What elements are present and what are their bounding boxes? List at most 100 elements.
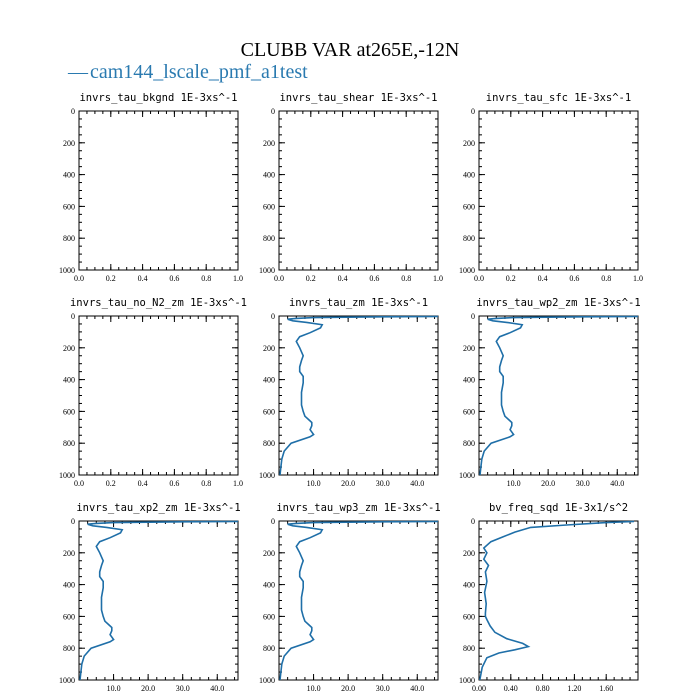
y-tick-label: 400 [263, 171, 275, 180]
panel-title: invrs_tau_wp2_zm 1E-3xs^-1 [476, 297, 640, 309]
y-tick-label: 800 [63, 234, 75, 243]
y-tick-label: 1000 [59, 676, 75, 685]
y-tick-label: 600 [463, 202, 475, 211]
y-tick-label: 1000 [59, 471, 75, 480]
series-line [279, 315, 439, 476]
x-tick-label: 0.2 [506, 274, 516, 283]
x-tick-label: 40.0 [210, 684, 224, 693]
y-tick-label: 400 [63, 171, 75, 180]
y-tick-label: 600 [63, 407, 75, 416]
y-tick-label: 0 [471, 107, 475, 116]
x-tick-label: 0.6 [169, 274, 179, 283]
x-tick-label: 0.8 [201, 479, 211, 488]
y-tick-label: 400 [63, 376, 75, 385]
y-tick-label: 200 [263, 549, 275, 558]
y-tick-label: 600 [263, 202, 275, 211]
y-tick-label: 400 [263, 376, 275, 385]
y-tick-label: 600 [463, 612, 475, 621]
x-tick-label: 1.0 [433, 274, 443, 283]
y-tick-label: 800 [63, 439, 75, 448]
y-tick-label: 800 [463, 644, 475, 653]
panel-title: invrs_tau_wp3_zm 1E-3xs^-1 [276, 502, 440, 514]
x-tick-label: 0.8 [601, 274, 611, 283]
series-line [479, 315, 639, 476]
x-tick-label: 10.0 [507, 479, 521, 488]
panel-7: invrs_tau_wp3_zm 1E-3xs^-1 10.0 20.0 30.0 40… [259, 502, 441, 693]
plot-frame [78, 110, 239, 271]
panel-title: invrs_tau_no_N2_zm 1E-3xs^-1 [70, 297, 247, 309]
x-tick-label: 0.4 [338, 274, 348, 283]
y-tick-label: 200 [63, 549, 75, 558]
x-tick-label: 0.6 [169, 479, 179, 488]
x-tick-label: 1.60 [599, 684, 613, 693]
x-tick-label: 0.40 [504, 684, 518, 693]
x-tick-label: 30.0 [576, 479, 590, 488]
y-tick-label: 1000 [259, 266, 275, 275]
legend-label: cam144_lscale_pmf_a1test [90, 61, 308, 83]
y-tick-label: 400 [463, 581, 475, 590]
panel-title: invrs_tau_sfc 1E-3xs^-1 [486, 92, 631, 104]
y-tick-label: 0 [471, 312, 475, 321]
y-tick-label: 800 [63, 644, 75, 653]
figure-title: CLUBB VAR at265E,-12N [241, 39, 460, 61]
y-tick-label: 600 [463, 407, 475, 416]
x-tick-label: 20.0 [541, 479, 555, 488]
y-tick-label: 1000 [259, 676, 275, 685]
x-tick-label: 0.0 [74, 479, 84, 488]
y-tick-label: 1000 [59, 266, 75, 275]
x-tick-label: 40.0 [410, 479, 424, 488]
y-tick-label: 400 [263, 581, 275, 590]
y-tick-label: 400 [463, 376, 475, 385]
panel-0: invrs_tau_bkgnd 1E-3xs^-1 0.0 0.2 0.4 0.6 0.8… [59, 92, 243, 283]
panel-6: invrs_tau_xp2_zm 1E-3xs^-1 10.0 20.0 30.0 40… [59, 502, 241, 693]
y-tick-label: 200 [263, 344, 275, 353]
panel-8: bv_freq_sqd 1E-3x1/s^2 0.00 0.40 0.80 1.20 1.… [459, 502, 639, 693]
x-tick-label: 0.4 [538, 274, 548, 283]
x-tick-label: 1.0 [233, 274, 243, 283]
x-tick-label: 0.2 [106, 479, 116, 488]
x-tick-label: 10.0 [107, 684, 121, 693]
x-tick-label: 30.0 [376, 684, 390, 693]
x-tick-label: 0.6 [369, 274, 379, 283]
x-tick-label: 0.0 [474, 274, 484, 283]
legend: — cam144_lscale_pmf_a1test [67, 61, 308, 83]
plot-frame [278, 315, 439, 476]
y-tick-label: 0 [271, 312, 275, 321]
y-tick-label: 600 [263, 612, 275, 621]
panel-title: bv_freq_sqd 1E-3x1/s^2 [489, 502, 628, 514]
x-tick-label: 0.4 [138, 274, 148, 283]
y-tick-label: 1000 [259, 471, 275, 480]
x-tick-label: 0.0 [74, 274, 84, 283]
y-tick-label: 800 [263, 234, 275, 243]
plot-frame [78, 520, 239, 681]
panel-title: invrs_tau_bkgnd 1E-3xs^-1 [79, 92, 237, 104]
y-tick-label: 800 [463, 439, 475, 448]
y-tick-label: 200 [463, 344, 475, 353]
panel-1: invrs_tau_shear 1E-3xs^-1 0.0 0.2 0.4 0.6 0.8… [259, 92, 443, 283]
y-tick-label: 1000 [459, 471, 475, 480]
x-tick-label: 10.0 [307, 684, 321, 693]
panel-4: invrs_tau_zm 1E-3xs^-1 10.0 20.0 30.0 40.0 0 2… [259, 297, 439, 488]
y-tick-label: 600 [63, 202, 75, 211]
x-tick-label: 0.2 [306, 274, 316, 283]
y-tick-label: 1000 [459, 676, 475, 685]
x-tick-label: 20.0 [341, 684, 355, 693]
x-tick-label: 1.20 [567, 684, 581, 693]
y-tick-label: 1000 [459, 266, 475, 275]
y-tick-label: 800 [263, 644, 275, 653]
legend-marker: — [67, 61, 89, 83]
plot-frame [278, 520, 439, 681]
y-tick-label: 200 [263, 139, 275, 148]
y-tick-label: 200 [63, 344, 75, 353]
y-tick-label: 800 [263, 439, 275, 448]
plot-frame [478, 520, 639, 681]
plot-frame [78, 315, 239, 476]
y-tick-label: 400 [63, 581, 75, 590]
plot-frame [478, 110, 639, 271]
panel-3: invrs_tau_no_N2_zm 1E-3xs^-1 0.0 0.2 0.4 0.6… [59, 297, 247, 488]
y-tick-label: 800 [463, 234, 475, 243]
y-tick-label: 200 [63, 139, 75, 148]
y-tick-label: 0 [71, 312, 75, 321]
x-tick-label: 0.8 [401, 274, 411, 283]
